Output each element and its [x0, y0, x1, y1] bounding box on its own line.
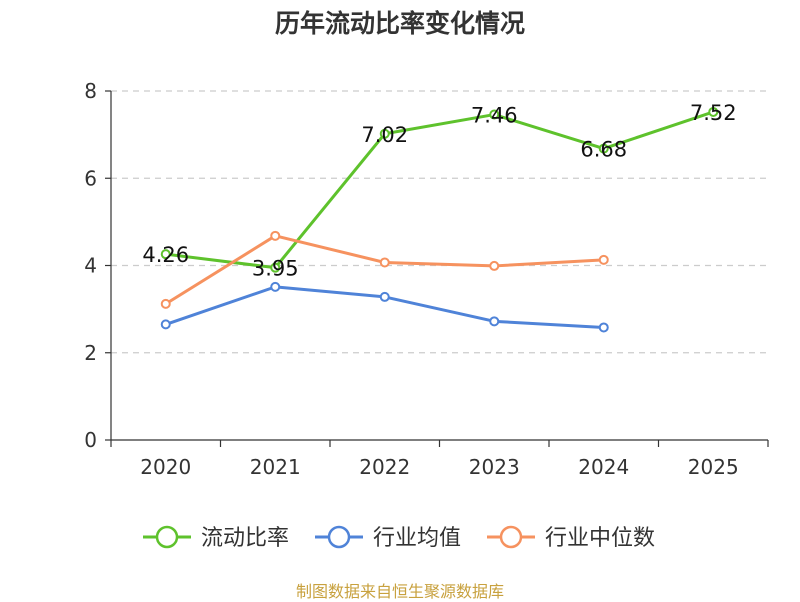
- x-tick-label: 2025: [688, 455, 739, 479]
- series-2-point: [379, 291, 390, 302]
- series-1-point: [598, 143, 609, 154]
- x-tick-label: 2020: [140, 455, 191, 479]
- legend-label: 流动比率: [201, 526, 289, 551]
- y-tick-label: 8: [84, 79, 97, 103]
- legend: 流动比率 行业均值 行业中位数: [143, 525, 655, 551]
- data-label: 6.68: [580, 138, 627, 162]
- legend-item-3[interactable]: 行业中位数: [487, 525, 655, 551]
- legend-marker: [327, 525, 351, 549]
- data-label: 7.46: [471, 104, 518, 128]
- series-1-point: [489, 109, 500, 120]
- legend-item-2[interactable]: 行业均值: [315, 525, 461, 551]
- x-tick-label: 2022: [359, 455, 410, 479]
- x-tick-label: 2021: [250, 455, 301, 479]
- legend-marker: [155, 525, 179, 549]
- axes: 0 2 4 6 8 2020 2021 2022 2023 2024 2025: [84, 79, 769, 479]
- x-tick-label: 2023: [469, 455, 520, 479]
- series-2-point: [160, 319, 171, 330]
- series-3-point: [160, 298, 171, 309]
- series-1-point: [708, 106, 719, 117]
- series-1-point: [379, 128, 390, 139]
- series-2-point: [489, 316, 500, 327]
- series-1-point: [160, 249, 171, 260]
- series-3-point: [489, 260, 500, 271]
- legend-label: 行业均值: [373, 526, 461, 551]
- chart-title: 历年流动比率变化情况: [274, 9, 525, 38]
- legend-label: 行业中位数: [545, 526, 655, 551]
- y-tick-label: 4: [84, 254, 97, 278]
- data-label: 7.52: [690, 101, 737, 125]
- x-tick-label: 2024: [578, 455, 629, 479]
- series-2-point: [270, 281, 281, 292]
- series-2-point: [598, 322, 609, 333]
- source-note: 制图数据来自恒生聚源数据库: [295, 582, 504, 601]
- y-tick-label: 0: [84, 428, 97, 452]
- data-labels: 4.26 3.95 7.02 7.46 6.68 7.52: [142, 101, 736, 281]
- series: [160, 106, 719, 333]
- legend-item-1[interactable]: 流动比率: [143, 525, 289, 551]
- grid-lines: [111, 90, 768, 354]
- series-3-point: [379, 257, 390, 268]
- data-label: 3.95: [252, 257, 299, 281]
- series-3-point: [598, 254, 609, 265]
- series-3-point: [270, 230, 281, 241]
- y-tick-label: 2: [84, 341, 97, 365]
- data-label: 7.02: [361, 123, 408, 147]
- legend-marker: [499, 525, 523, 549]
- series-1-line: [165, 110, 714, 270]
- y-tick-label: 6: [84, 166, 97, 190]
- series-1-point: [270, 262, 281, 273]
- data-label: 4.26: [142, 243, 189, 267]
